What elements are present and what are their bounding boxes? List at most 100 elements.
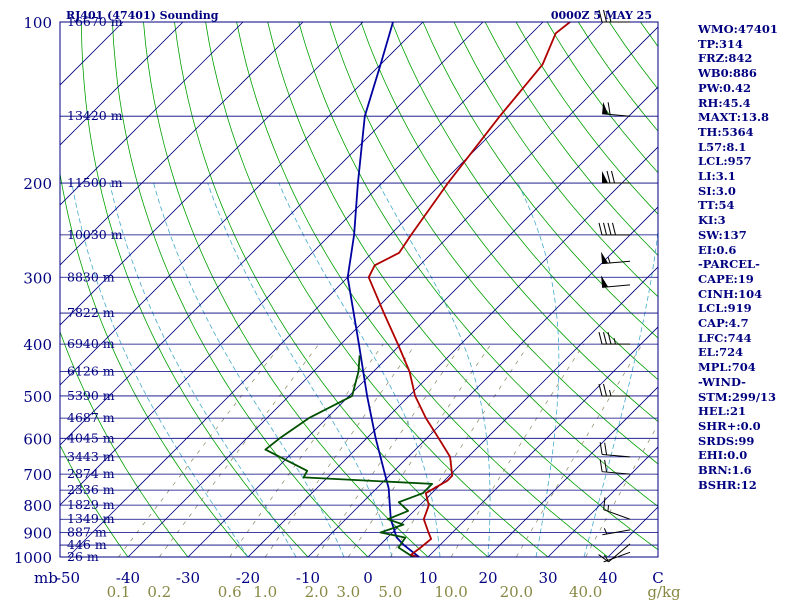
index-line: KI:3 <box>698 213 726 228</box>
wind-barb <box>598 383 630 397</box>
isotherm <box>127 26 658 557</box>
pressure-tick-label: 1000 <box>14 549 52 567</box>
sounding-time: 0000Z 5 MAY 25 <box>551 9 652 22</box>
index-line: MAXT:13.8 <box>698 110 769 125</box>
index-line: LI:3.1 <box>698 169 736 184</box>
wind-barb-staff <box>602 453 631 458</box>
height-label: 3443 m <box>67 449 115 464</box>
isotherm <box>307 206 658 557</box>
isotherm <box>60 22 184 146</box>
index-line: EHI:0.0 <box>698 448 748 463</box>
plot-frame <box>59 21 659 558</box>
temperature-tick-label: 20 <box>478 569 497 587</box>
height-label: 6940 m <box>67 336 115 351</box>
temperature-tick-label: 30 <box>538 569 557 587</box>
temperature-tick-label: 0 <box>363 569 373 587</box>
wind-barb <box>599 442 631 458</box>
index-line: MPL:704 <box>698 360 756 375</box>
mixing-ratio-line <box>229 343 384 557</box>
wind-barb <box>599 459 631 475</box>
wind-barb-half-flag <box>609 389 612 397</box>
index-line: TT:54 <box>698 198 735 213</box>
wind-barb-flag <box>612 222 616 236</box>
wind-barb <box>598 543 631 563</box>
wind-barb <box>602 528 631 536</box>
index-line: TP:314 <box>698 36 744 51</box>
wind-barb-pennant <box>601 275 609 288</box>
pressure-tick-label: 100 <box>23 14 52 32</box>
height-label: 7822 m <box>67 305 115 320</box>
wind-barb <box>598 222 630 236</box>
isotherm <box>247 146 658 557</box>
mixing-ratio-line <box>515 343 643 557</box>
isotherm <box>60 22 244 206</box>
wind-barb <box>602 101 631 117</box>
isotherm <box>427 326 658 557</box>
index-line: HEL:21 <box>698 404 746 419</box>
dry-adiabat <box>174 22 489 557</box>
wind-barb-flag <box>603 222 607 236</box>
index-line: L57:8.1 <box>698 139 747 154</box>
moist-adiabat <box>378 182 491 557</box>
wind-barb-flag <box>604 459 608 473</box>
height-label: 1829 m <box>67 497 115 512</box>
height-label: 2336 m <box>67 482 115 497</box>
wind-barb-half-flag <box>604 554 609 561</box>
index-line: LFC:744 <box>698 330 752 345</box>
temperature-tick-label: -10 <box>296 569 320 587</box>
station-title: RJ401 (47401) Sounding <box>66 9 219 22</box>
index-line: BRN:1.6 <box>698 463 752 478</box>
pressure-tick-label: 600 <box>23 430 52 448</box>
axis-labels: 16670 m 13420 m 11500 m 10030 m 8830 m 7822 m… <box>14 14 681 600</box>
height-label: 1349 m <box>67 511 115 526</box>
mixing-ratio-line <box>450 343 585 557</box>
dewpoint-trace <box>264 355 434 557</box>
pressure-tick-label: 800 <box>23 497 52 515</box>
index-line: SRDS:99 <box>698 433 755 448</box>
isotherm <box>487 386 658 557</box>
wind-barb-staff <box>603 551 631 563</box>
mixing-ratio-tick-label: 10.0 <box>434 583 467 600</box>
index-line: SI:3.0 <box>698 183 736 198</box>
index-line: SHR+:0.0 <box>698 418 761 433</box>
mixing-ratio-tick-label: 40.0 <box>569 583 602 600</box>
temperature-tick-label: -30 <box>176 569 200 587</box>
height-label: 2874 m <box>67 466 115 481</box>
index-line: BSHR:12 <box>698 477 757 492</box>
wind-barb-flag <box>607 222 612 236</box>
temperature-tick-label: 40 <box>598 569 617 587</box>
index-line: STM:299/13 <box>698 389 777 404</box>
index-line: WB0:886 <box>698 66 757 81</box>
isotherm <box>67 22 604 557</box>
wind-barb-staff <box>602 284 631 288</box>
wind-barb-flag <box>598 9 603 23</box>
temperature-trace <box>367 22 571 557</box>
wind-barb-flag <box>598 331 603 345</box>
index-line: TH:5364 <box>698 124 754 139</box>
wind-barb-flag <box>598 383 603 397</box>
pressure-tick-label: 700 <box>23 466 52 484</box>
height-label: 5390 m <box>67 388 115 403</box>
wind-barb-flag <box>607 9 612 23</box>
pressure-tick-label: 500 <box>23 388 52 406</box>
wind-barb-staff <box>602 471 631 475</box>
mixing-ratio-tick-label: 2.0 <box>305 583 329 600</box>
index-line: -PARCEL- <box>698 257 760 272</box>
wind-barb-pennant <box>601 251 609 264</box>
index-line: -WIND- <box>698 374 746 389</box>
isotherm <box>367 266 658 557</box>
height-label: 446 m <box>67 537 107 552</box>
pressure-tick-label: 900 <box>23 525 52 543</box>
height-label: 16670 m <box>67 14 123 29</box>
index-line: CAP:4.7 <box>698 316 749 331</box>
mixing-ratio-tick-label: 0.2 <box>147 583 171 600</box>
wind-barb-half-flag <box>603 528 608 535</box>
mixing-ratio-tick-label: g/kg <box>647 583 681 600</box>
temperature-tick-label: -20 <box>236 569 260 587</box>
wind-barb <box>598 331 630 345</box>
wind-barb-flag <box>598 554 609 563</box>
isotherm <box>187 86 658 557</box>
height-label: 13420 m <box>67 108 123 123</box>
wind-barb-flag <box>603 383 607 397</box>
